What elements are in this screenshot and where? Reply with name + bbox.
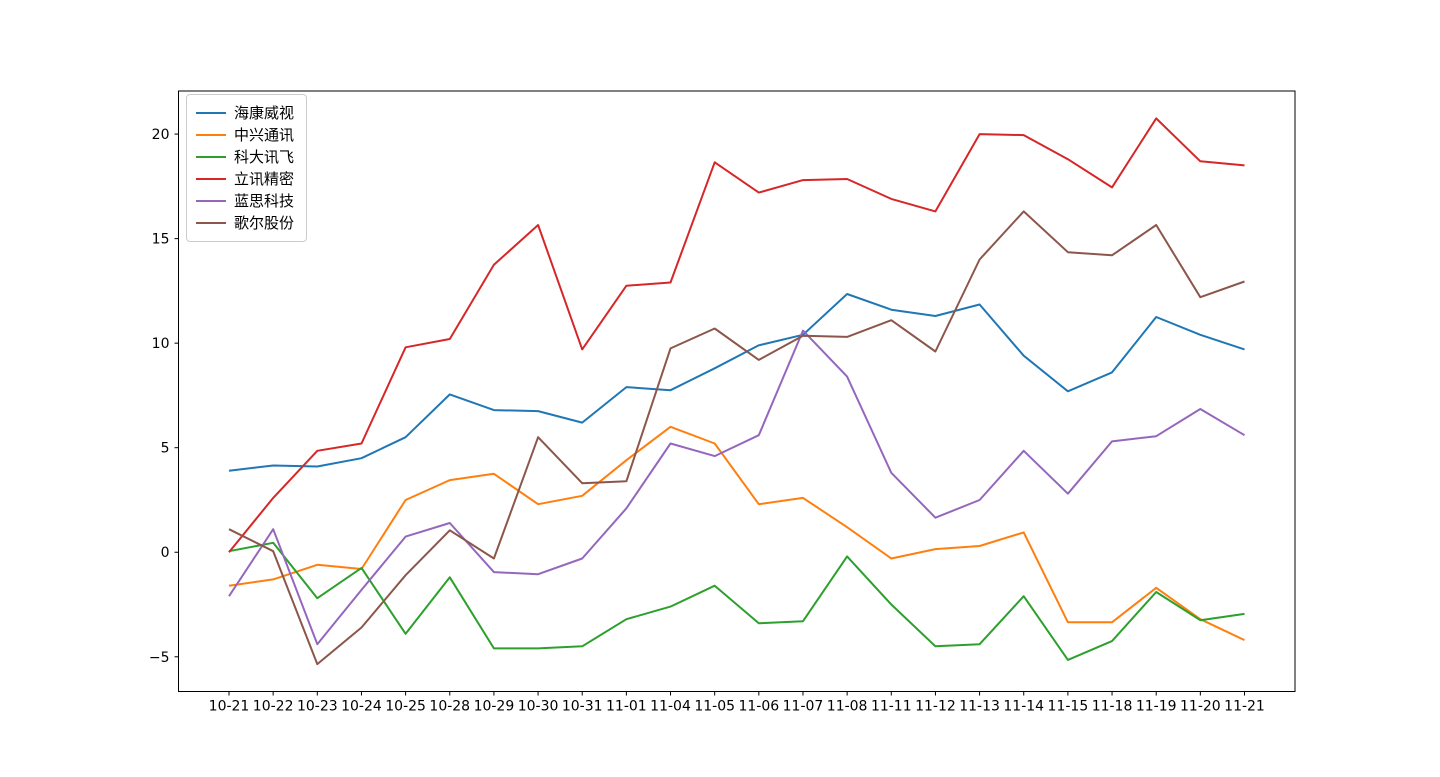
x-tick-label: 10-30 xyxy=(518,699,559,715)
legend-label: 歌尔股份 xyxy=(234,214,295,232)
x-tick-label: 11-13 xyxy=(959,699,1000,715)
plot-frame xyxy=(178,90,1296,692)
series-line-0 xyxy=(228,293,1245,472)
y-tick-label: 15 xyxy=(152,232,170,248)
x-tick-label: 11-05 xyxy=(694,699,735,715)
y-tick-label: 20 xyxy=(152,127,170,143)
legend: 海康威视中兴通讯科大讯飞立讯精密蓝思科技歌尔股份 xyxy=(186,94,308,242)
legend-item-2: 科大讯飞 xyxy=(196,146,294,168)
x-tick-label: 10-25 xyxy=(385,699,426,715)
legend-label: 中兴通讯 xyxy=(234,126,295,144)
x-tick-label: 10-21 xyxy=(209,699,250,715)
x-tick-label: 11-15 xyxy=(1048,699,1089,715)
legend-item-1: 中兴通讯 xyxy=(196,124,294,146)
series-line-1 xyxy=(228,425,1245,642)
x-tick-label: 11-01 xyxy=(606,699,647,715)
series-line-3 xyxy=(228,117,1245,553)
x-tick-label: 10-24 xyxy=(341,699,382,715)
legend-label: 立讯精密 xyxy=(234,170,295,188)
y-tick-label: 10 xyxy=(152,336,170,352)
legend-item-0: 海康威视 xyxy=(196,102,294,124)
x-tick-label: 11-20 xyxy=(1180,699,1221,715)
legend-label: 海康威视 xyxy=(234,104,295,122)
x-tick-label: 10-22 xyxy=(253,699,294,715)
x-tick-label: 10-31 xyxy=(562,699,603,715)
x-tick-label: 10-23 xyxy=(297,699,338,715)
x-tick-label: 11-12 xyxy=(915,699,956,715)
x-tick-label: 11-21 xyxy=(1224,699,1265,715)
series-line-4 xyxy=(228,329,1246,646)
legend-swatch xyxy=(196,134,226,136)
legend-item-5: 歌尔股份 xyxy=(196,212,294,234)
x-tick-label: 11-06 xyxy=(738,699,779,715)
legend-swatch xyxy=(196,156,226,158)
y-tick-label: 0 xyxy=(161,545,170,561)
legend-item-3: 立讯精密 xyxy=(196,168,294,190)
x-tick-label: 11-11 xyxy=(871,699,912,715)
x-tick-label: 11-19 xyxy=(1136,699,1177,715)
x-tick-label: 11-07 xyxy=(783,699,824,715)
x-tick-label: 11-18 xyxy=(1092,699,1133,715)
legend-swatch xyxy=(196,200,226,202)
legend-swatch xyxy=(196,222,226,224)
x-tick-label: 10-28 xyxy=(429,699,470,715)
y-tick-label: 5 xyxy=(161,441,170,457)
legend-swatch xyxy=(196,112,226,114)
x-tick-label: 11-04 xyxy=(650,699,691,715)
legend-label: 蓝思科技 xyxy=(234,192,295,210)
y-tick-label: −5 xyxy=(149,650,170,666)
series-line-2 xyxy=(228,541,1245,661)
x-tick-label: 10-29 xyxy=(474,699,515,715)
legend-label: 科大讯飞 xyxy=(234,148,295,166)
x-tick-label: 11-14 xyxy=(1003,699,1044,715)
legend-swatch xyxy=(196,178,226,180)
legend-item-4: 蓝思科技 xyxy=(196,190,294,212)
series-line-5 xyxy=(228,210,1245,666)
x-tick-label: 11-08 xyxy=(827,699,868,715)
